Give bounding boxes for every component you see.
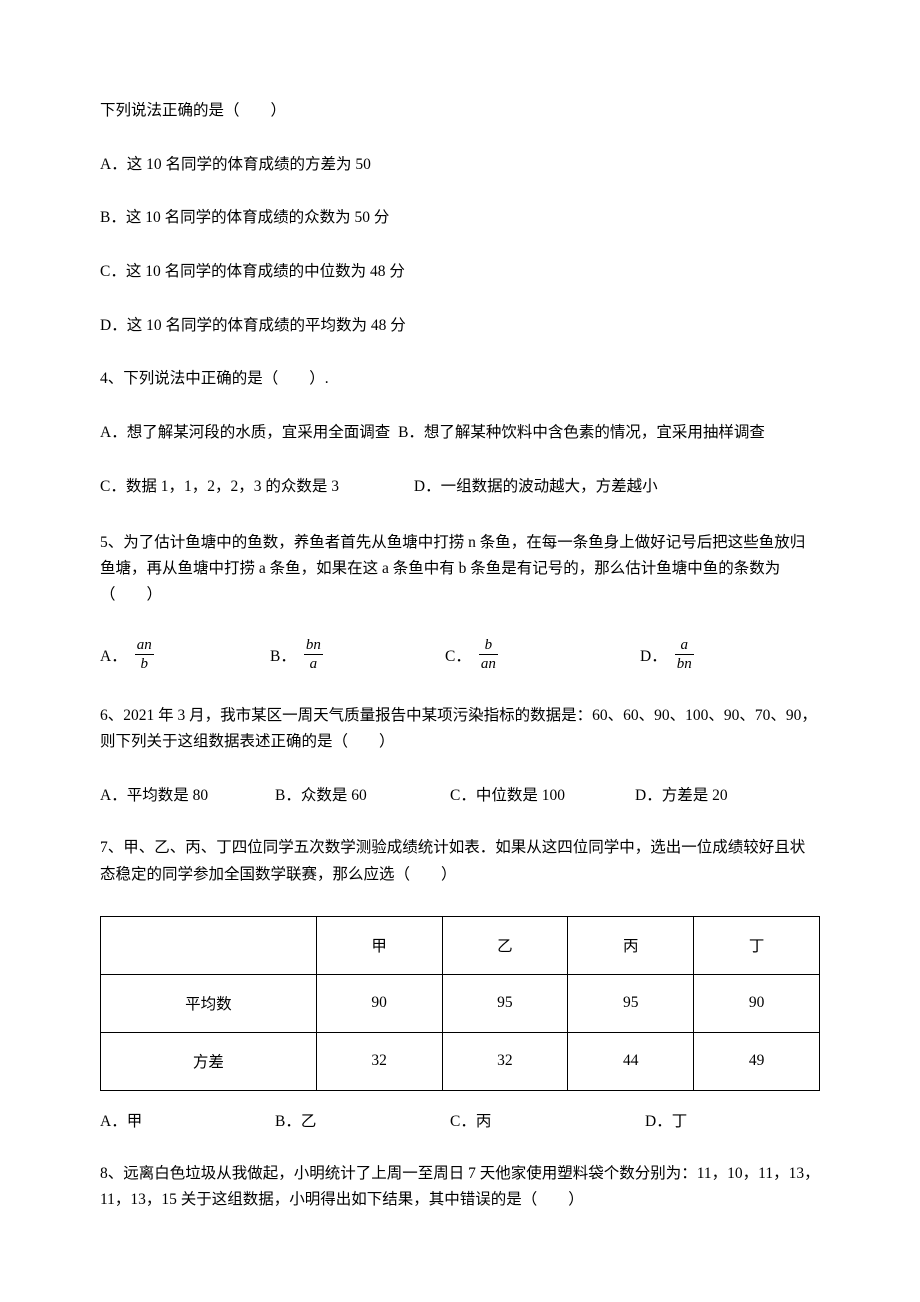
q7-stem: 7、甲、乙、丙、丁四位同学五次数学测验成绩统计如表．如果从这四位同学中，选出一位… (100, 835, 820, 888)
table-cell: 32 (442, 1032, 568, 1090)
fraction-bar (135, 654, 154, 655)
q4-option-b: B．想了解某种饮料中含色素的情况，宜采用抽样调查 (398, 424, 765, 441)
q5-a-num: an (135, 637, 154, 654)
table-cell: 平均数 (101, 974, 317, 1032)
q7-option-b: B．乙 (275, 1109, 450, 1131)
q4-stem: 4、下列说法中正确的是（ ）. (100, 368, 820, 390)
q5-a-fraction: an b (135, 637, 154, 673)
table-cell: 方差 (101, 1032, 317, 1090)
table-cell: 乙 (442, 916, 568, 974)
q6-option-c: C．中位数是 100 (450, 783, 635, 805)
q5-option-d: D． a bn (640, 637, 810, 673)
table-row: 平均数 90 95 95 90 (101, 974, 820, 1032)
q5-c-fraction: b an (479, 637, 498, 673)
table-cell: 49 (694, 1032, 820, 1090)
q3-option-a: A．这 10 名同学的体育成绩的方差为 50 (100, 154, 820, 176)
q3-option-d: D．这 10 名同学的体育成绩的平均数为 48 分 (100, 315, 820, 337)
q6-option-a: A．平均数是 80 (100, 783, 275, 805)
q6-stem: 6、2021 年 3 月，我市某区一周天气质量报告中某项污染指标的数据是：60、… (100, 703, 820, 756)
table-cell: 丁 (694, 916, 820, 974)
q5-b-den: a (308, 656, 320, 673)
q5-options: A． an b B． bn a C． b an D． a bn (100, 637, 820, 673)
table-cell: 丙 (568, 916, 694, 974)
q5-d-num: a (678, 637, 690, 654)
q8-stem: 8、远离白色垃圾从我做起，小明统计了上周一至周日 7 天他家使用塑料袋个数分别为… (100, 1161, 820, 1214)
q5-d-fraction: a bn (675, 637, 694, 673)
q5-b-label: B． (270, 644, 296, 666)
q5-d-den: bn (675, 656, 694, 673)
q3-prompt: 下列说法正确的是（ ） (100, 100, 820, 122)
q5-option-c: C． b an (445, 637, 640, 673)
q5-option-b: B． bn a (270, 637, 445, 673)
fraction-bar (479, 654, 498, 655)
q5-d-label: D． (640, 644, 667, 666)
q5-b-num: bn (304, 637, 323, 654)
q5-a-label: A． (100, 644, 127, 666)
q6-option-b: B．众数是 60 (275, 783, 450, 805)
q4-option-c: C．数据 1，1，2，2，3 的众数是 3 (100, 476, 410, 498)
q7-option-d: D．丁 (645, 1109, 687, 1131)
q5-option-a: A． an b (100, 637, 270, 673)
table-cell: 甲 (316, 916, 442, 974)
table-cell: 90 (316, 974, 442, 1032)
table-cell: 44 (568, 1032, 694, 1090)
q6-option-d: D．方差是 20 (635, 783, 728, 805)
q4-row-cd: C．数据 1，1，2，2，3 的众数是 3 D．一组数据的波动越大，方差越小 (100, 476, 820, 498)
q4-option-a: A．想了解某河段的水质，宜采用全面调查 (100, 424, 390, 441)
table-row: 甲 乙 丙 丁 (101, 916, 820, 974)
q7-option-c: C．丙 (450, 1109, 645, 1131)
table-cell: 32 (316, 1032, 442, 1090)
q5-c-num: b (483, 637, 495, 654)
q7-table: 甲 乙 丙 丁 平均数 90 95 95 90 方差 32 32 44 49 (100, 916, 820, 1091)
table-cell (101, 916, 317, 974)
q7-options: A．甲 B．乙 C．丙 D．丁 (100, 1109, 820, 1131)
q4-option-d: D．一组数据的波动越大，方差越小 (414, 478, 658, 495)
q3-option-b: B．这 10 名同学的体育成绩的众数为 50 分 (100, 207, 820, 229)
q3-option-c: C．这 10 名同学的体育成绩的中位数为 48 分 (100, 261, 820, 283)
q5-b-fraction: bn a (304, 637, 323, 673)
q5-stem: 5、为了估计鱼塘中的鱼数，养鱼者首先从鱼塘中打捞 n 条鱼，在每一条鱼身上做好记… (100, 530, 820, 609)
table-cell: 95 (568, 974, 694, 1032)
table-cell: 90 (694, 974, 820, 1032)
q7-option-a: A．甲 (100, 1109, 275, 1131)
fraction-bar (304, 654, 323, 655)
table-row: 方差 32 32 44 49 (101, 1032, 820, 1090)
q5-c-label: C． (445, 644, 471, 666)
q4-row-ab: A．想了解某河段的水质，宜采用全面调查 B．想了解某种饮料中含色素的情况，宜采用… (100, 422, 820, 444)
fraction-bar (675, 654, 694, 655)
q5-c-den: an (479, 656, 498, 673)
table-cell: 95 (442, 974, 568, 1032)
q5-a-den: b (138, 656, 150, 673)
q6-options: A．平均数是 80 B．众数是 60 C．中位数是 100 D．方差是 20 (100, 783, 820, 805)
